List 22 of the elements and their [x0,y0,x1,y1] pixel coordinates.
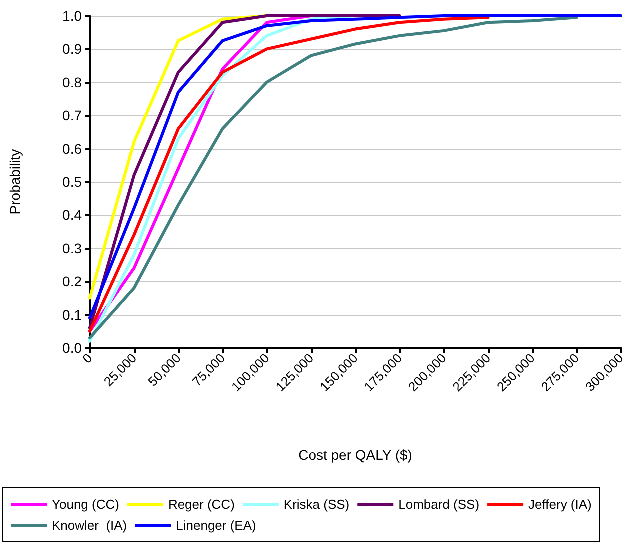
y-tick-label: 0.9 [62,41,82,58]
y-tick-label: 0.8 [62,74,82,90]
legend-label: Linenger (EA) [176,518,256,533]
y-tick-label: 0.3 [62,240,82,256]
y-tick-label: 0.2 [62,274,82,290]
legend-label: Young (CC) [52,497,120,512]
y-tick-label: 0.4 [62,207,82,224]
y-tick-label: 0.1 [62,306,82,323]
y-tick-label: 0.0 [62,340,82,356]
x-axis-title: Cost per QALY ($) [298,447,412,463]
y-tick-label: 0.5 [62,174,82,190]
y-axis-title: Probability [7,149,23,215]
legend-label: Knowler (IA) [52,518,128,533]
y-tick-label: 0.7 [62,108,82,124]
y-tick-label: 1.0 [62,8,82,24]
y-tick-label: 0.6 [62,140,82,157]
legend-label: Kriska (SS) [284,497,350,512]
line-series [88,14,402,330]
legend-label: Jeffery (IA) [528,497,592,512]
legend-label: Lombard (SS) [398,497,480,512]
legend-label: Reger (CC) [168,497,235,512]
line-series [88,16,490,333]
